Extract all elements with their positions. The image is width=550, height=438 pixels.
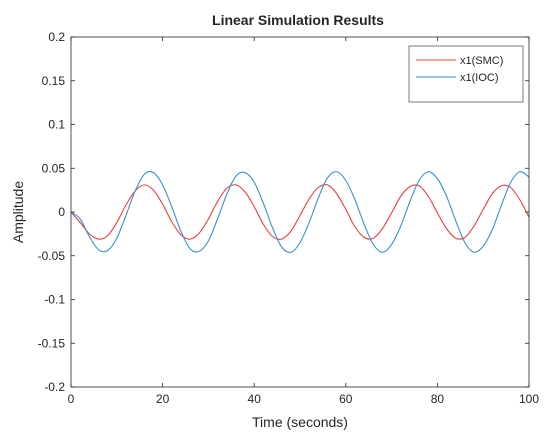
y-tick-label: 0.1 [48, 118, 65, 132]
legend-label: x1(SMC) [460, 55, 503, 67]
y-tick-label: -0.05 [38, 249, 66, 263]
x-tick-label: 100 [519, 392, 539, 406]
y-tick-label: 0.05 [42, 161, 66, 175]
legend: x1(SMC) x1(IOC) [408, 45, 524, 103]
x-axis-ticks: 0 20 40 60 80 100 [68, 37, 539, 406]
y-tick-label: 0.15 [42, 74, 66, 88]
series-line-x1-ioc [70, 171, 530, 253]
chart-title: Linear Simulation Results [212, 12, 384, 28]
y-tick-label: 0.2 [48, 30, 65, 44]
y-tick-label: -0.1 [44, 293, 65, 307]
x-tick-label: 60 [339, 392, 353, 406]
y-tick-label: -0.2 [44, 380, 65, 394]
x-axis-label: Time (seconds) [252, 414, 348, 430]
series-line-x1-smc [70, 183, 530, 240]
legend-box [408, 45, 524, 103]
x-tick-label: 0 [68, 392, 75, 406]
series-layer [70, 171, 530, 253]
y-tick-label: -0.15 [38, 336, 66, 350]
legend-label: x1(IOC) [460, 72, 499, 84]
x-tick-label: 40 [248, 392, 262, 406]
y-axis-ticks: -0.2 -0.15 -0.1 -0.05 0 0.05 0.1 0.15 0.2 [38, 30, 529, 394]
x-tick-label: 20 [156, 392, 170, 406]
y-axis-label: Amplitude [10, 181, 26, 243]
x-tick-label: 80 [431, 392, 445, 406]
y-tick-label: 0 [58, 205, 65, 219]
